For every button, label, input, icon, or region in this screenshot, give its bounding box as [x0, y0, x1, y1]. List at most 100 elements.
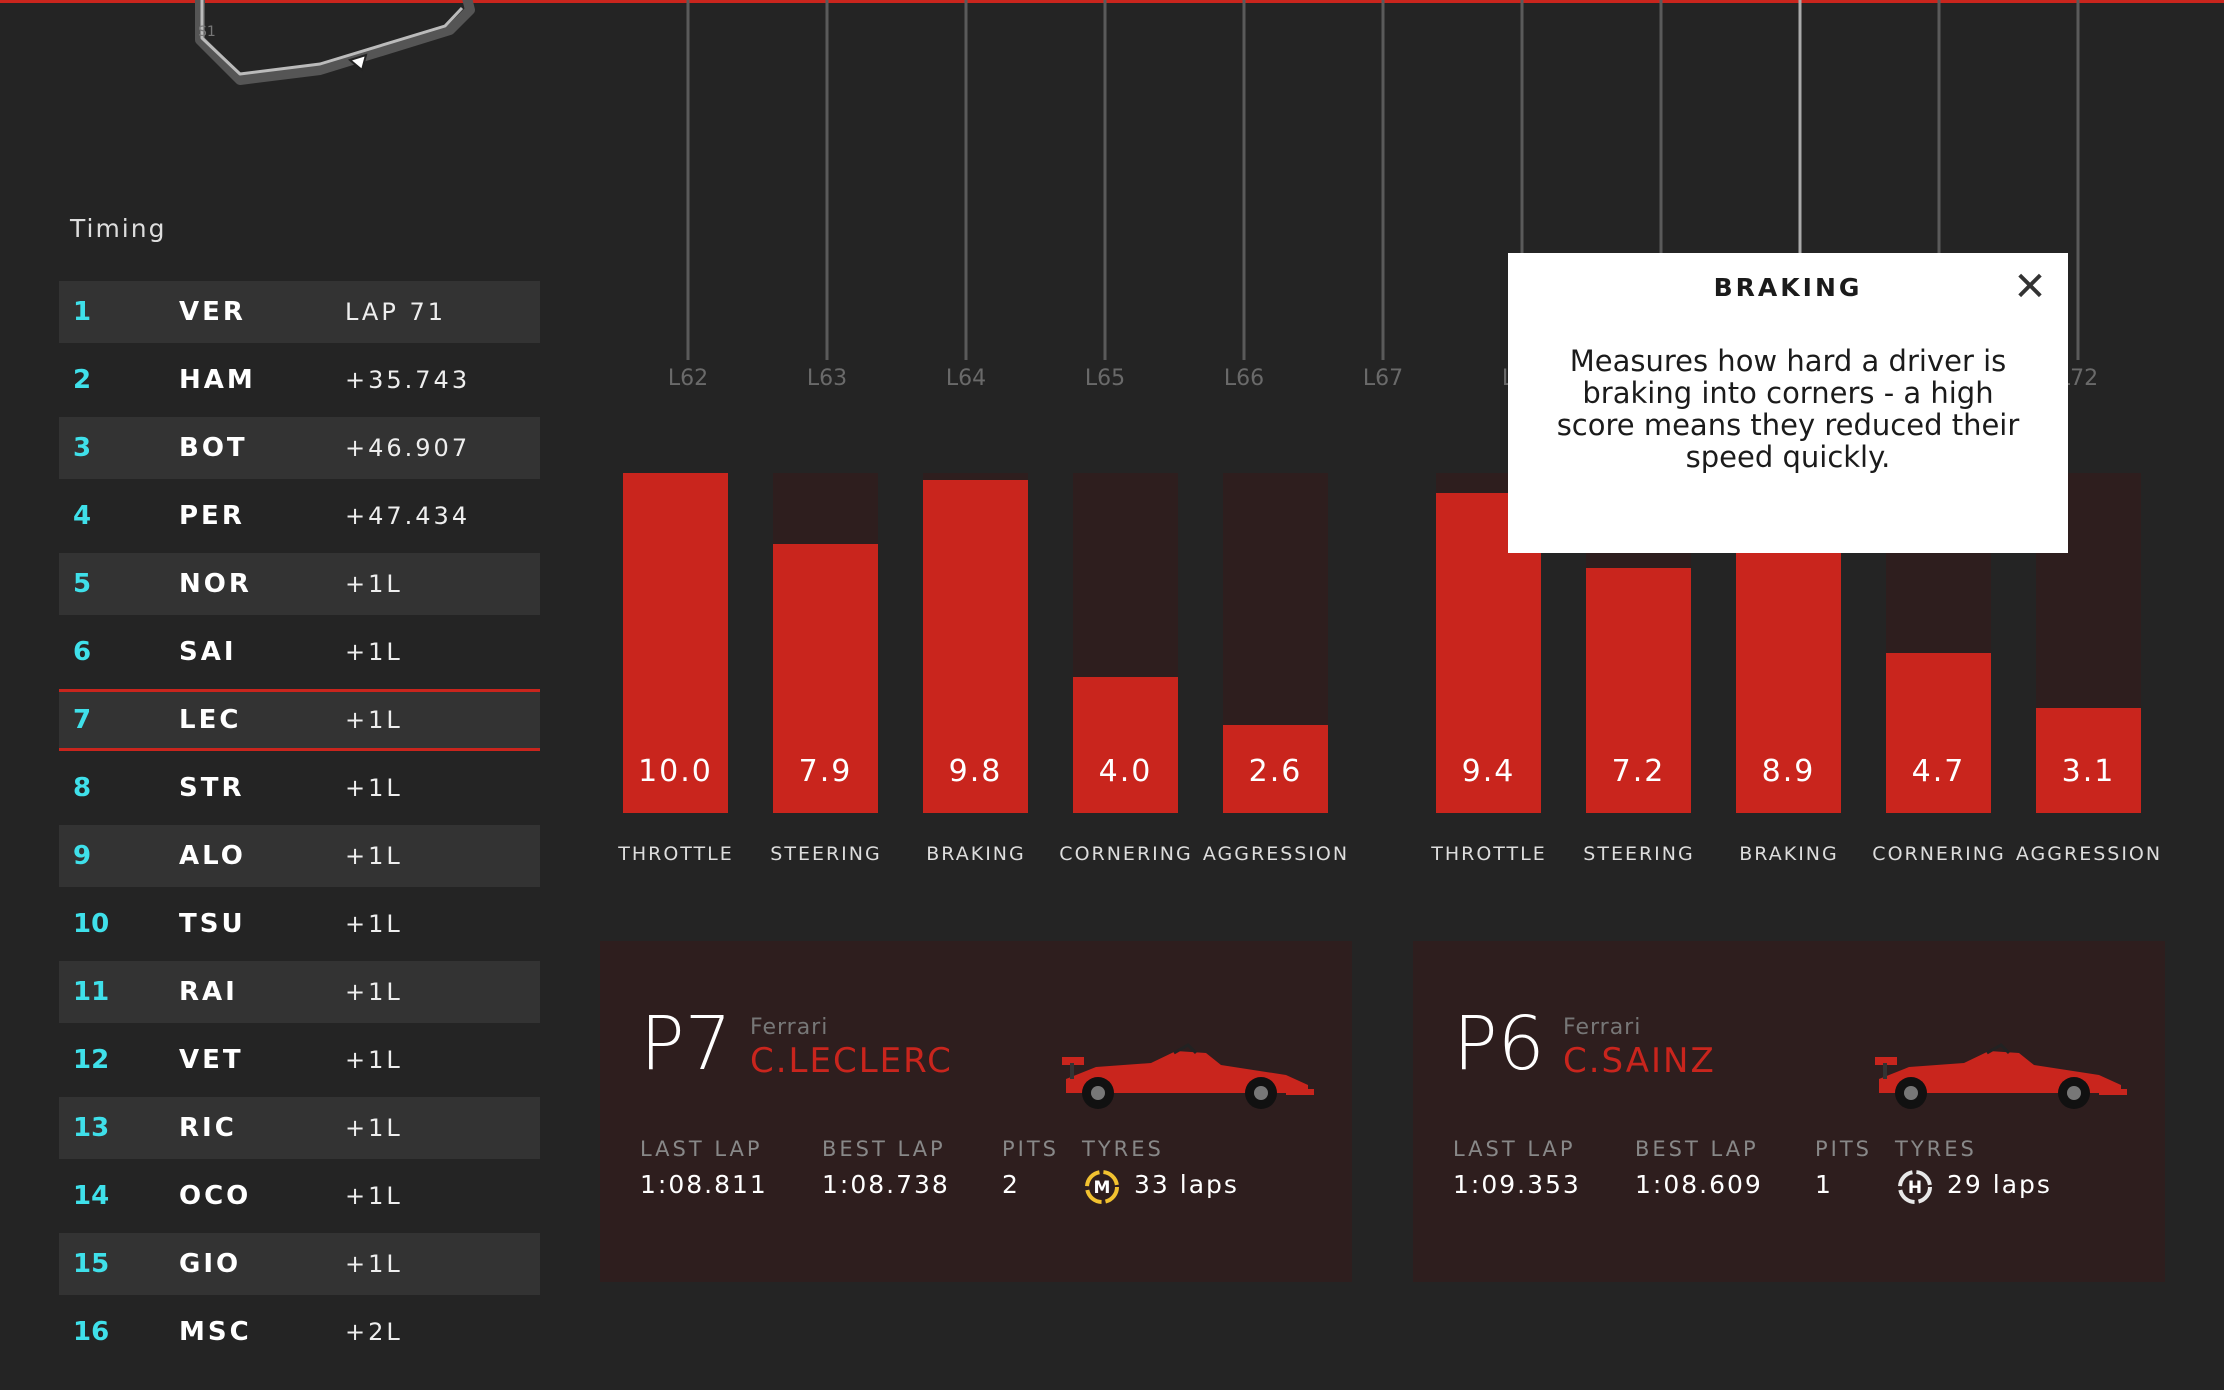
close-icon[interactable]: ✕ [2013, 264, 2047, 310]
timing-row[interactable]: 14 OCO +1L [59, 1165, 540, 1227]
timing-gap: +1L [345, 706, 403, 734]
timing-gap: +1L [345, 978, 403, 1006]
timing-gap: +1L [345, 1250, 403, 1278]
timing-gap: +1L [345, 842, 403, 870]
timing-position: 15 [73, 1249, 110, 1279]
score-bar[interactable]: 10.0 [623, 473, 728, 813]
sector-label: S1 [198, 24, 216, 40]
pits-value: 2 [1002, 1170, 1020, 1199]
pits-label: PITS [1815, 1137, 1873, 1161]
timing-position: 8 [73, 773, 92, 803]
metric-label[interactable]: STEERING [770, 843, 882, 865]
score-value: 4.0 [1098, 754, 1153, 789]
timing-driver-code: NOR [179, 569, 252, 599]
timing-position: 5 [73, 569, 92, 599]
tyre-laps: 33 laps [1134, 1170, 1239, 1199]
tyres-label: TYRES [1082, 1137, 1164, 1161]
timing-row[interactable]: 16 MSC +2L [59, 1301, 540, 1363]
timing-row[interactable]: 3 BOT +46.907 [59, 417, 540, 479]
timing-position: 3 [73, 433, 92, 463]
metric-label[interactable]: CORNERING [1872, 843, 2006, 865]
timing-driver-code: SAI [179, 637, 237, 667]
timing-row[interactable]: 6 SAI +1L [59, 621, 540, 683]
score-bar-fill [1073, 677, 1178, 813]
metric-label[interactable]: STEERING [1583, 843, 1695, 865]
timing-row[interactable]: 9 ALO +1L [59, 825, 540, 887]
driver-card-leclerc[interactable]: P7 Ferrari C.LECLERC LAST LAP BEST LAP PITS TY… [600, 941, 1352, 1282]
metric-label[interactable]: BRAKING [1739, 843, 1839, 865]
svg-text:M: M [1094, 1178, 1111, 1198]
timing-position: 1 [73, 297, 92, 327]
timing-driver-code: TSU [179, 909, 246, 939]
lap-label[interactable]: L64 [945, 366, 987, 391]
car-marker-icon [347, 53, 368, 72]
timing-row[interactable]: 13 RIC +1L [59, 1097, 540, 1159]
timing-position: 14 [73, 1181, 110, 1211]
lap-label[interactable]: L63 [806, 366, 848, 391]
timing-driver-code: OCO [179, 1181, 252, 1211]
driver-position: P6 [1453, 1001, 1545, 1087]
lap-label[interactable]: L62 [667, 366, 709, 391]
score-value: 10.0 [638, 754, 713, 789]
score-bar[interactable]: 4.0 [1073, 473, 1178, 813]
timing-row[interactable]: 4 PER +47.434 [59, 485, 540, 547]
driver-card-sainz[interactable]: P6 Ferrari C.SAINZ LAST LAP BEST LAP PITS TYRE… [1413, 941, 2165, 1282]
timing-gap: +1L [345, 1046, 403, 1074]
timing-gap: +1L [345, 1114, 403, 1142]
timing-driver-code: LEC [179, 705, 242, 735]
pits-value: 1 [1815, 1170, 1833, 1199]
car-image-icon [1869, 1029, 2129, 1111]
tyre-laps: 29 laps [1947, 1170, 2052, 1199]
timing-row[interactable]: 8 STR +1L [59, 757, 540, 819]
timing-gap: +46.907 [345, 434, 471, 462]
timing-driver-code: MSC [179, 1317, 252, 1347]
timing-driver-code: VER [179, 297, 246, 327]
score-value: 7.9 [798, 754, 853, 789]
score-bar-fill [1886, 653, 1991, 813]
lap-label[interactable]: L67 [1362, 366, 1404, 391]
score-bar[interactable]: 9.4 [1436, 473, 1541, 813]
top-accent-line [0, 0, 2224, 3]
best-lap-value: 1:08.738 [822, 1170, 950, 1199]
metric-label[interactable]: AGGRESSION [2015, 843, 2163, 865]
lap-label[interactable]: L65 [1084, 366, 1126, 391]
timing-row[interactable]: 11 RAI +1L [59, 961, 540, 1023]
timing-row[interactable]: 7 LEC +1L [59, 689, 540, 751]
score-bar-fill [2036, 707, 2141, 813]
driver-position: P7 [640, 1001, 732, 1087]
best-lap-label: BEST LAP [1635, 1137, 1759, 1161]
metric-label[interactable]: CORNERING [1059, 843, 1193, 865]
last-lap-label: LAST LAP [1453, 1137, 1576, 1161]
timing-row[interactable]: 1 VER LAP 71 [59, 281, 540, 343]
timing-row[interactable]: 12 VET +1L [59, 1029, 540, 1091]
tooltip-title: BRAKING [1713, 273, 1863, 302]
timing-row[interactable]: 15 GIO +1L [59, 1233, 540, 1295]
tyres-label: TYRES [1895, 1137, 1977, 1161]
timing-driver-code: GIO [179, 1249, 242, 1279]
timing-driver-code: VET [179, 1045, 244, 1075]
score-value: 7.2 [1611, 754, 1666, 789]
timing-row[interactable]: 2 HAM +35.743 [59, 349, 540, 411]
score-bar[interactable]: 2.6 [1223, 473, 1328, 813]
score-bar-fill [1586, 568, 1691, 813]
timing-row[interactable]: 5 NOR +1L [59, 553, 540, 615]
track-map[interactable]: S1 [180, 0, 500, 100]
metric-label[interactable]: BRAKING [926, 843, 1026, 865]
metric-label[interactable]: THROTTLE [618, 843, 734, 865]
timing-position: 9 [73, 841, 92, 871]
timing-gap: +1L [345, 1182, 403, 1210]
lap-label[interactable]: L66 [1223, 366, 1265, 391]
timing-position: 2 [73, 365, 92, 395]
metric-label[interactable]: THROTTLE [1431, 843, 1547, 865]
timing-position: 10 [73, 909, 110, 939]
score-bar[interactable]: 7.9 [773, 473, 878, 813]
timing-position: 16 [73, 1317, 110, 1347]
timing-gap: +47.434 [345, 502, 471, 530]
score-value: 2.6 [1248, 754, 1303, 789]
metric-label[interactable]: AGGRESSION [1202, 843, 1350, 865]
score-value: 3.1 [2061, 754, 2116, 789]
timing-gap: +35.743 [345, 366, 471, 394]
timing-row[interactable]: 10 TSU +1L [59, 893, 540, 955]
score-bar-fill [1223, 724, 1328, 813]
score-bar[interactable]: 9.8 [923, 473, 1028, 813]
